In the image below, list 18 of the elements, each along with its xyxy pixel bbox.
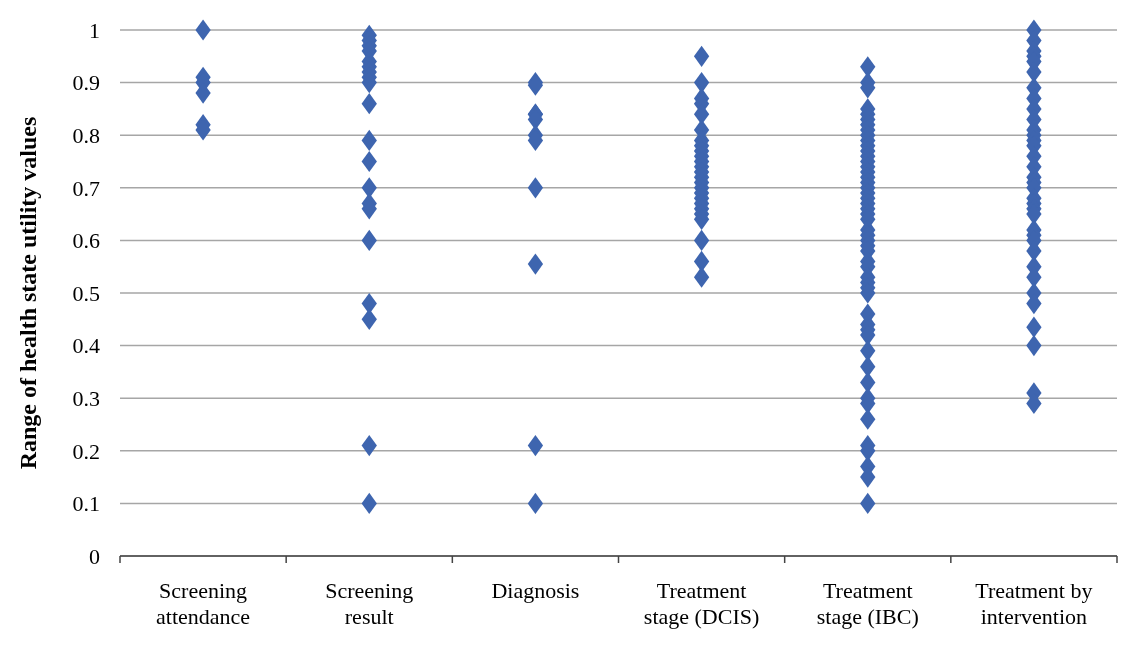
x-tick-label: Screening attendance [156,578,251,629]
y-tick-label: 0.2 [72,438,100,464]
y-tick-label: 0.5 [72,280,100,306]
y-axis-title: Range of health state utility values [15,116,41,470]
y-tick-label: 0 [89,543,100,569]
x-tick-label: Diagnosis [491,578,580,603]
y-tick-label: 0.8 [72,122,100,148]
y-tick-label: 1 [89,17,100,43]
y-tick-label: 0.6 [72,228,100,254]
x-tick-label: Treatment stage (DCIS) [643,578,760,629]
y-tick-label: 0.3 [72,385,100,411]
x-tick-label: Treatment stage (IBC) [816,578,919,629]
y-tick-label: 0.9 [72,70,100,96]
x-tick-label: Screening result [325,578,414,629]
y-tick-label: 0.1 [72,491,100,517]
y-tick-label: 0.7 [72,175,100,201]
x-tick-label: Treatment by intervention [975,578,1093,629]
y-tick-label: 0.4 [72,333,100,359]
